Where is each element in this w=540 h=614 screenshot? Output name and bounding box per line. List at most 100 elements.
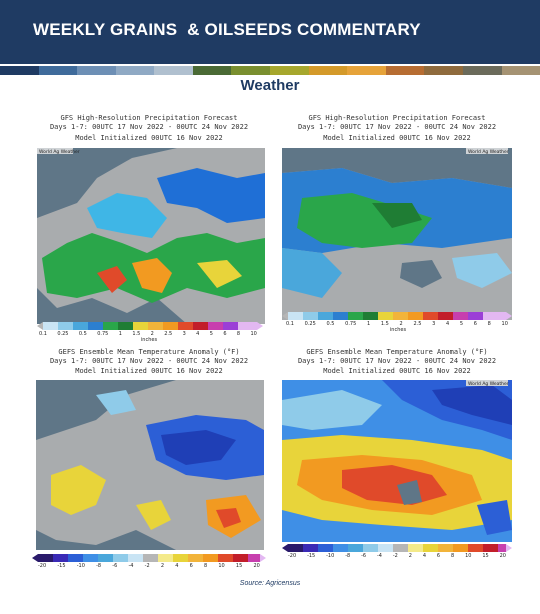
scale-tick: -6 [361, 553, 367, 559]
scale-tick: -15 [57, 563, 66, 569]
scale-tick: 1 [367, 321, 371, 327]
scale-tick: 8 [236, 331, 241, 337]
precip-scale [37, 322, 263, 330]
scale-tick: 10 [501, 321, 508, 327]
scale-tick: 4 [445, 321, 450, 327]
scale-tick: -8 [345, 553, 351, 559]
color-band [0, 66, 540, 75]
scale-tick: 20 [499, 553, 506, 559]
scale-tick: -10 [76, 563, 85, 569]
scale-tick: 10 [465, 553, 472, 559]
scale-tick: 1.5 [132, 331, 141, 337]
credit-label: World Ag Weather [468, 149, 509, 155]
precip-map-image: World Ag Weather [37, 148, 265, 324]
temp-scale-ticks: -20 -15 -10 -8 -6 -4 -2 2 4 6 8 10 15 20 [288, 553, 506, 559]
temp-anomaly-map-russia: GEFS Ensemble Mean Temperature Anomaly (… [278, 345, 516, 573]
band-segment [462, 66, 502, 75]
scale-tick: 3 [432, 321, 436, 327]
scale-tick: -4 [128, 563, 134, 569]
scale-units: inches [140, 337, 158, 343]
map-init: Model Initialized 00UTC 16 Nov 2022 [323, 367, 471, 375]
scale-tick: 1 [118, 331, 122, 337]
scale-tick: 8 [203, 563, 208, 569]
band-segment [0, 66, 39, 75]
band-segment [308, 66, 348, 75]
precip-scale-ticks: 0.1 0.25 0.5 0.75 1 1.5 2 2.5 3 4 5 6 8 … [39, 331, 257, 337]
map-title: GFS High-Resolution Precipitation Foreca… [60, 114, 238, 122]
scale-tick: 2.5 [164, 331, 173, 337]
band-segment [385, 66, 425, 75]
scale-tick: 10 [218, 563, 225, 569]
scale-tick: 5 [209, 331, 213, 337]
band-segment [77, 66, 116, 75]
map-init: Model Initialized 00UTC 16 Nov 2022 [75, 367, 223, 375]
scale-tick: 0.5 [78, 331, 87, 337]
scale-tick: -6 [112, 563, 118, 569]
scale-tick: 6 [436, 553, 441, 559]
scale-tick: -20 [38, 563, 47, 569]
scale-tick: 6 [189, 563, 193, 569]
scale-tick: 2.5 [413, 321, 422, 327]
scale-tick: 10 [250, 331, 257, 337]
scale-tick: 0.25 [304, 321, 316, 327]
scale-tick: 15 [235, 563, 243, 569]
temp-scale [282, 544, 512, 552]
scale-tick: 3 [182, 331, 186, 337]
map-title: GEFS Ensemble Mean Temperature Anomaly (… [306, 348, 488, 356]
precip-scale-ticks: 0.1 0.25 0.5 0.75 1 1.5 2 2.5 3 4 5 6 8 … [286, 321, 508, 327]
scale-tick: 20 [253, 563, 260, 569]
precip-map-image: World Ag Weather [282, 148, 512, 320]
scale-tick: 0.5 [326, 321, 335, 327]
scale-tick: 2 [399, 321, 403, 327]
map-days: Days 1-7: 00UTC 17 Nov 2022 - 00UTC 24 N… [297, 357, 497, 365]
map-init: Model Initialized 00UTC 16 Nov 2022 [323, 134, 471, 142]
band-segment [192, 66, 232, 75]
scale-tick: 8 [487, 321, 491, 327]
band-segment [154, 66, 193, 75]
scale-tick: 0.75 [97, 331, 109, 337]
band-segment [347, 66, 386, 75]
map-title: GEFS Ensemble Mean Temperature Anomaly (… [58, 348, 240, 356]
scale-tick: 2 [150, 331, 154, 337]
scale-tick: 6 [473, 321, 477, 327]
band-segment [115, 66, 155, 75]
source-note: Source: Agricensus [239, 580, 301, 587]
scale-tick: -8 [96, 563, 102, 569]
header-bar: WEEKLY GRAINS & OILSEEDS COMMENTARY [0, 0, 540, 64]
map-init: Model Initialized 00UTC 16 Nov 2022 [75, 134, 223, 142]
scale-tick: 0.1 [39, 331, 47, 337]
scale-tick: 0.75 [345, 321, 357, 327]
scale-tick: 8 [450, 553, 455, 559]
scale-units: inches [389, 327, 407, 333]
band-segment [231, 66, 271, 75]
temp-map-image [36, 380, 264, 550]
scale-tick: 15 [482, 553, 489, 559]
scale-tick: 0.1 [286, 321, 294, 327]
map-days: Days 1-7: 00UTC 17 Nov 2022 - 00UTC 24 N… [49, 357, 249, 365]
map-days: Days 1-7: 00UTC 17 Nov 2022 - 00UTC 24 N… [49, 123, 249, 131]
precip-scale [282, 312, 512, 320]
scale-tick: 0.25 [57, 331, 69, 337]
precip-map-europe: GFS High-Resolution Precipitation Foreca… [30, 110, 268, 343]
temp-map-image: World Ag Weather [282, 380, 512, 542]
scale-tick: -2 [392, 553, 398, 559]
band-segment [424, 66, 463, 75]
scale-tick: 6 [223, 331, 227, 337]
band-segment [501, 66, 540, 75]
credit-label: World Ag Weather [468, 381, 509, 387]
scale-tick: 4 [196, 331, 200, 337]
scale-tick: -10 [326, 553, 335, 559]
map-title: GFS High-Resolution Precipitation Foreca… [308, 114, 486, 122]
scale-tick: 4 [422, 553, 427, 559]
band-segment [38, 66, 78, 75]
scale-tick: 2 [160, 563, 165, 569]
credit-label: World Ag Weather [39, 149, 80, 155]
band-segment [270, 66, 309, 75]
scale-tick: 2 [408, 553, 412, 559]
scale-tick: 1.5 [380, 321, 389, 327]
scale-tick: 5 [459, 321, 464, 327]
temp-scale [32, 554, 266, 562]
scale-tick: -15 [307, 553, 316, 559]
scale-tick: -2 [144, 563, 150, 569]
scale-tick: -20 [288, 553, 297, 559]
